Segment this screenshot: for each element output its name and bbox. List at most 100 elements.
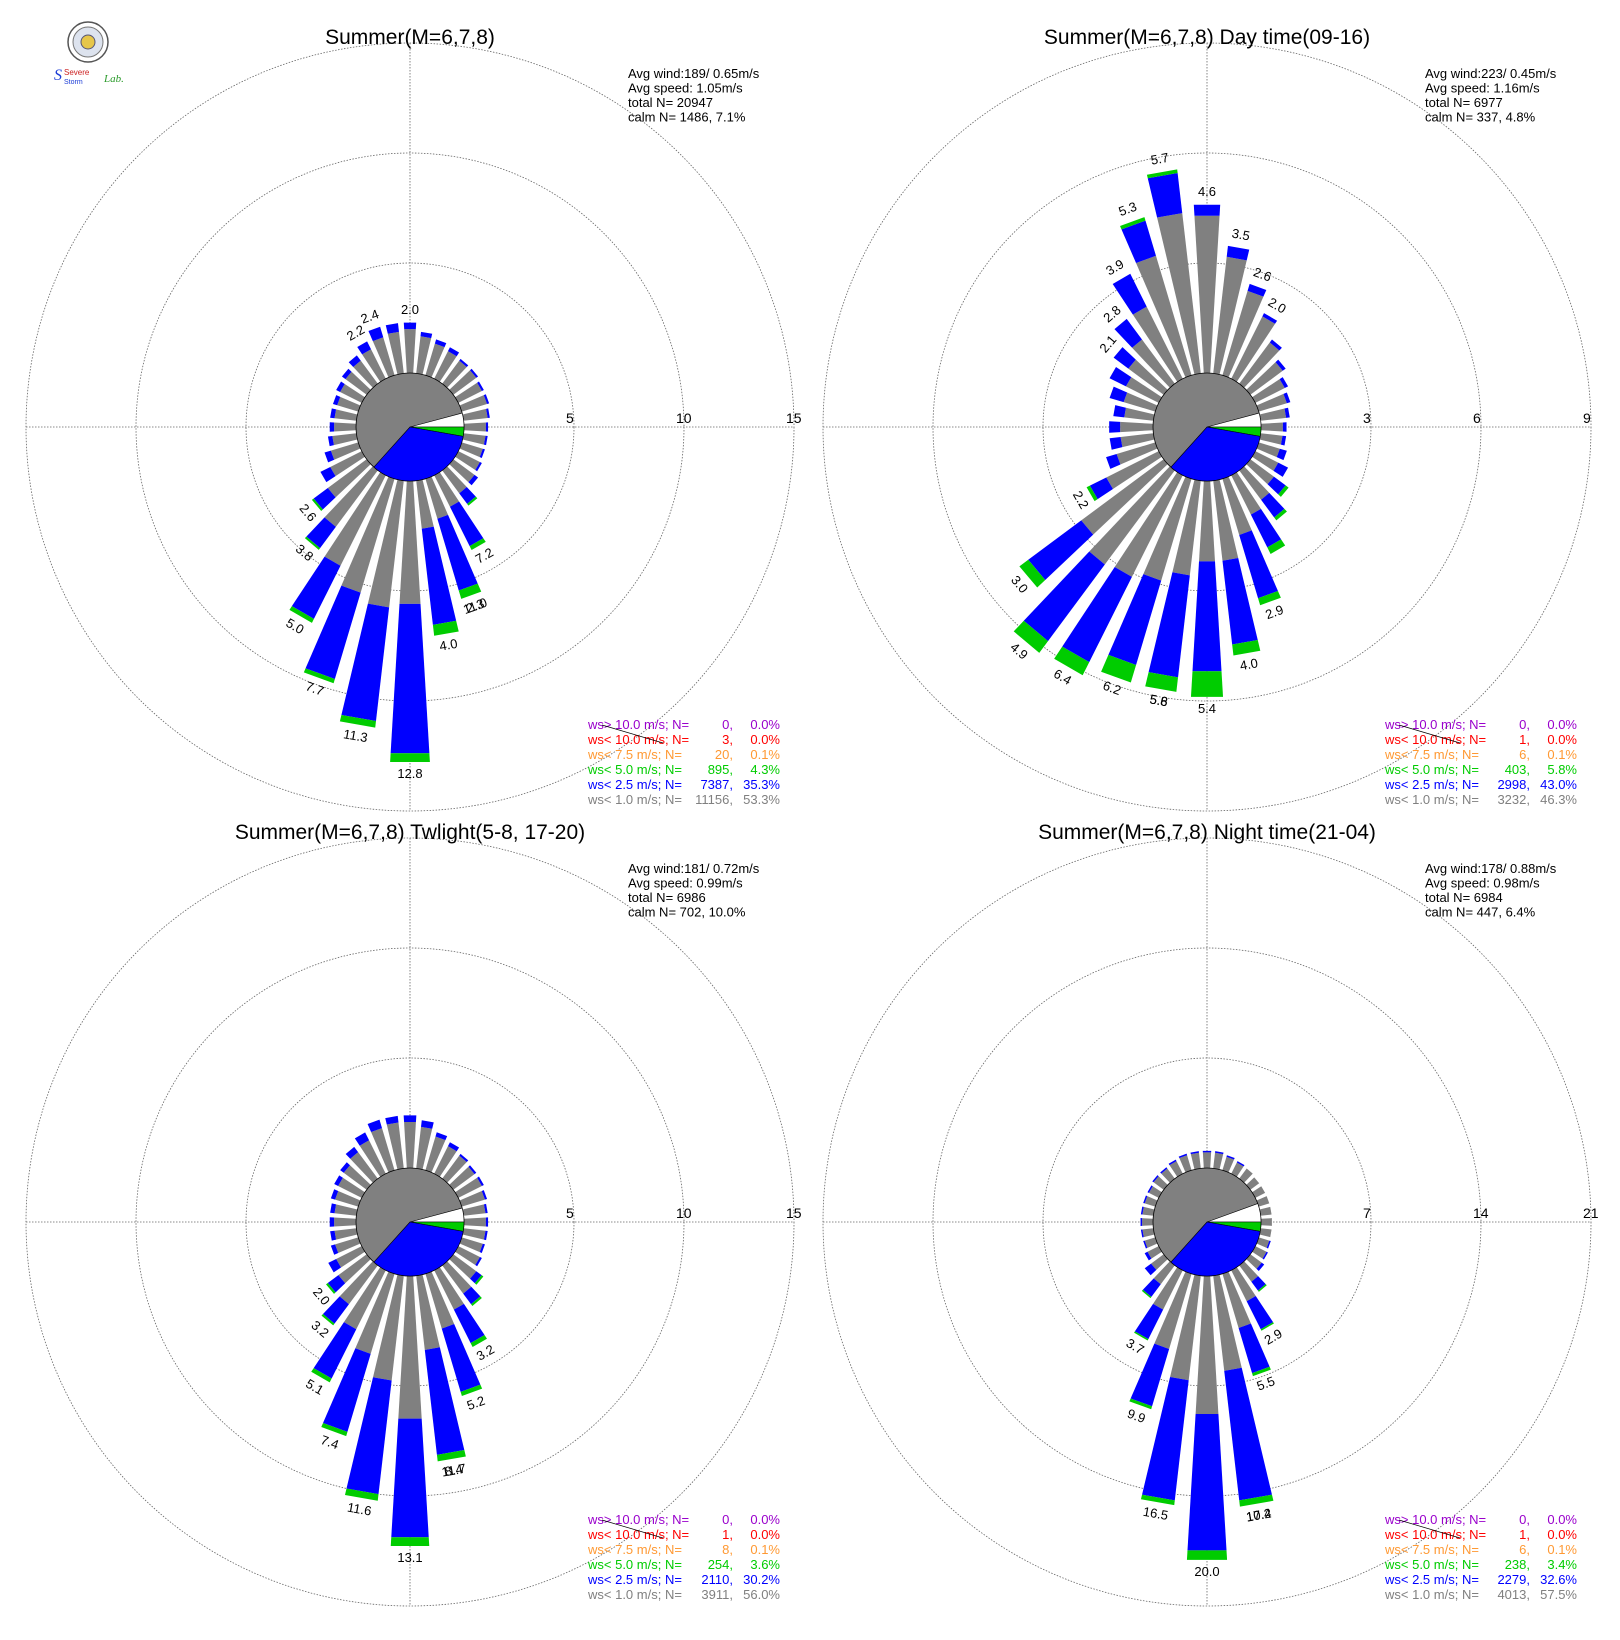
wind-bar-segment: [311, 498, 323, 511]
wind-bar-segment: [449, 1254, 477, 1279]
wind-rose-panel-3: 5 10 153.25.28.411.713.111.67.45.13.22.0Su…: [25, 821, 802, 1607]
legend-count: 1,: [1519, 1527, 1530, 1542]
wind-bar-segment: [1089, 477, 1113, 500]
wind-bar-segment: [1109, 386, 1128, 403]
stats-line: total N= 20947: [628, 95, 713, 110]
legend-percent: 0.0%: [750, 1512, 780, 1527]
wind-bar-segment: [442, 1261, 472, 1294]
legend-count: 11156,: [695, 792, 733, 807]
wind-bar-segment: [323, 1348, 371, 1432]
wind-bar-segment: [1128, 359, 1168, 395]
wind-bar-segment: [330, 1244, 339, 1255]
ring-label: 10: [676, 1205, 692, 1221]
wind-bar-segment: [1142, 1218, 1154, 1226]
wind-bar-segment: [475, 462, 482, 472]
wind-bar-segment: [474, 1275, 484, 1285]
bar-value-label: 2.2: [1070, 488, 1092, 511]
wind-bar-segment: [1152, 1175, 1159, 1183]
wind-bar-segment: [321, 1313, 335, 1326]
wind-bar-segment: [330, 1189, 339, 1200]
wind-bar-segment: [1222, 1156, 1235, 1173]
wind-bar-segment: [434, 351, 457, 382]
legend-percent: 0.0%: [750, 1527, 780, 1542]
ring-label: 5: [566, 410, 574, 426]
wind-bar-segment: [416, 1274, 440, 1350]
legend-count: 254,: [708, 1557, 733, 1572]
legend-percent: 4.3%: [750, 762, 780, 777]
wind-bar-segment: [1266, 1240, 1271, 1249]
wind-bar-segment: [1238, 1323, 1270, 1374]
wind-bar-segment: [385, 1115, 399, 1125]
blue-wedge: [373, 426, 464, 482]
bar-value-label: 5.8: [1149, 691, 1169, 709]
legend-label: ws< 10.0 m/s; N=: [587, 732, 689, 747]
legend-strike: [1398, 1519, 1461, 1539]
wind-bar-segment: [1213, 479, 1239, 561]
stats-line: total N= 6984: [1425, 890, 1503, 905]
wind-bar-segment: [1145, 672, 1179, 692]
wind-bar-segment: [1142, 1228, 1155, 1238]
wind-bar-segment: [449, 1166, 475, 1190]
legend-percent: 56.0%: [743, 1587, 780, 1602]
bar-value-label: 2.9: [1262, 1326, 1285, 1348]
legend-label: ws< 7.5 m/s; N=: [1384, 747, 1479, 762]
wind-bar-segment: [1116, 442, 1158, 465]
wind-bar-segment: [481, 1190, 488, 1200]
wind-bar-segment: [434, 472, 460, 507]
bar-value-label: 3.9: [1103, 256, 1126, 278]
wind-bar-segment: [483, 1203, 488, 1214]
wind-bar-segment: [313, 488, 336, 510]
wind-bar-segment: [335, 1237, 361, 1254]
wind-bar-segment: [462, 408, 488, 421]
wind-bar-segment: [1144, 1251, 1152, 1261]
bar-value-label: 2.3: [464, 596, 486, 616]
bar-value-label: 5.1: [303, 1376, 326, 1398]
stats-line: Avg speed: 1.05m/s: [628, 81, 743, 96]
wind-bar-segment: [336, 381, 345, 392]
bar-value-label: 16.5: [1142, 1504, 1170, 1523]
wind-bar-segment: [421, 1120, 434, 1129]
wind-bar-segment: [459, 1190, 485, 1207]
wind-bar-segment: [350, 1152, 378, 1183]
stats-line: Avg wind:223/ 0.45m/s: [1425, 66, 1557, 81]
wind-bar-segment: [420, 331, 433, 339]
bar-value-label: 4.0: [438, 636, 458, 654]
bar-value-label: 5.4: [1198, 701, 1216, 716]
wind-bar-segment: [1153, 1261, 1175, 1285]
wind-bar-segment: [1134, 1331, 1149, 1341]
legend-count: 6,: [1519, 747, 1530, 762]
wind-bar-segment: [1213, 1274, 1242, 1371]
bar-value-label: 2.0: [1266, 294, 1289, 316]
wind-bar-segment: [324, 472, 386, 566]
wind-bar-segment: [477, 1176, 484, 1187]
panel-title: Summer(M=6,7,8): [325, 26, 495, 49]
wind-bar-segment: [1101, 654, 1137, 683]
bar-value-label: 7.2: [473, 545, 496, 567]
wind-bar-segment: [1252, 1366, 1271, 1377]
wind-bar-segment: [338, 1254, 371, 1284]
wind-bar-segment: [1109, 436, 1123, 450]
legend-label: ws> 10.0 m/s; N=: [1384, 1512, 1486, 1527]
bar-value-label: 5.7: [1149, 150, 1169, 168]
range-ring: [1042, 1057, 1372, 1387]
svg-text:S: S: [54, 67, 62, 84]
legend-count: 2110,: [701, 1572, 733, 1587]
wind-rose-panel-2: 3 6 94.63.52.62.05.75.33.92.82.12.23.04.96…: [822, 26, 1592, 812]
wind-bar-segment: [485, 422, 489, 432]
ring-label: 15: [786, 410, 802, 426]
wind-bar-segment: [1146, 169, 1178, 179]
stats-line: Avg speed: 0.98m/s: [1425, 876, 1540, 891]
stats-line: Avg wind:189/ 0.65m/s: [628, 66, 760, 81]
wind-bar-segment: [1123, 392, 1158, 412]
wind-bar-segment: [1114, 472, 1183, 577]
wind-bar-segment: [1148, 1186, 1162, 1198]
wind-bar-segment: [1136, 255, 1192, 378]
wind-bar-segment: [434, 1267, 464, 1310]
wind-bar-segment: [1028, 520, 1094, 580]
wind-bar-segment: [1256, 442, 1280, 458]
wind-bar-segment: [447, 347, 460, 357]
wind-bar-segment: [324, 466, 378, 527]
wind-bar-segment: [1143, 476, 1192, 581]
wind-bar-segment: [1144, 1263, 1157, 1276]
legend-label: ws< 1.0 m/s; N=: [1384, 1587, 1479, 1602]
